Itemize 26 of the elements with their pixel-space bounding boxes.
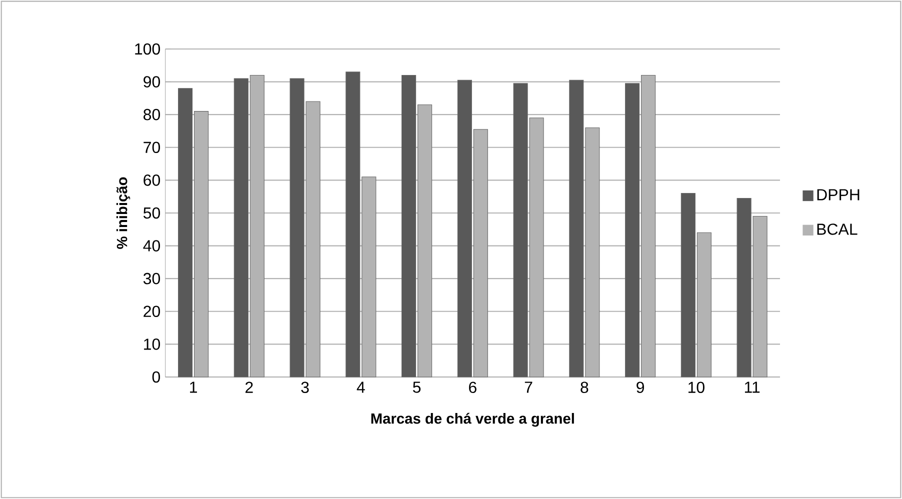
y-tick-label: 10 (144, 338, 160, 350)
y-tick-label: 0 (152, 371, 160, 383)
x-tick-label: 10 (688, 382, 704, 394)
x-tick-label: 2 (246, 382, 253, 393)
y-tick-label: 60 (144, 174, 160, 186)
x-tick-label: 3 (301, 382, 309, 394)
x-tick-label: 9 (636, 382, 644, 394)
legend-label: BCAL (817, 224, 858, 235)
x-tick-label: 1 (190, 382, 197, 393)
x-tick-label: 8 (580, 382, 588, 394)
x-tick-label: 6 (469, 382, 476, 394)
x-tick-label: 7 (524, 382, 532, 393)
y-tick-label: 40 (143, 240, 160, 252)
y-tick-label: 50 (143, 207, 160, 219)
y-tick-label: 80 (144, 108, 160, 120)
x-tick-label: 5 (412, 382, 421, 393)
y-tick-label: 100 (135, 43, 160, 55)
y-tick-label: 20 (144, 306, 160, 318)
legend-label: DPPH (817, 189, 860, 200)
y-tick-label: 70 (144, 142, 160, 154)
y-tick-label: 90 (144, 76, 160, 88)
y-tick-label: 30 (143, 272, 160, 284)
y-axis-title: % inibição (116, 177, 130, 249)
x-axis-title: Marcas de chá verde a granel (371, 412, 574, 427)
x-tick-label: 11 (744, 382, 760, 393)
x-tick-label: 4 (356, 382, 365, 393)
